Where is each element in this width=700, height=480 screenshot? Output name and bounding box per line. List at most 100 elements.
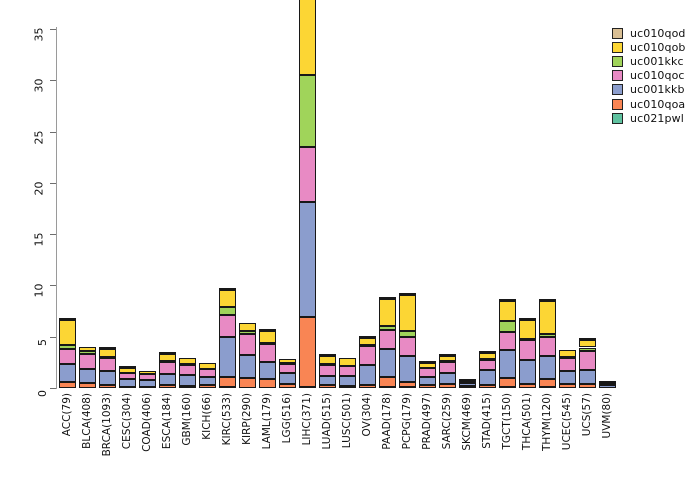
bar-uvm80[interactable] bbox=[598, 380, 616, 388]
bar-segment-uc010qoc[interactable] bbox=[438, 362, 456, 374]
bar-segment-uc001kkb[interactable] bbox=[538, 355, 556, 380]
bar-segment-uc010qoa[interactable] bbox=[318, 385, 336, 388]
legend-item-uc001kkb[interactable]: uc001kkb bbox=[612, 83, 698, 97]
bar-segment-uc010qoc[interactable] bbox=[278, 364, 296, 374]
bar-segment-uc001kkb[interactable] bbox=[138, 379, 156, 387]
bar-segment-uc010qob[interactable] bbox=[578, 339, 596, 348]
bar-segment-uc010qod[interactable] bbox=[318, 353, 336, 356]
bar-segment-uc001kkc[interactable] bbox=[58, 345, 76, 350]
bar-segment-uc010qoa[interactable] bbox=[378, 377, 396, 387]
bar-kirc533[interactable] bbox=[218, 287, 236, 388]
bar-segment-uc001kkc[interactable] bbox=[458, 379, 476, 382]
bar-segment-uc010qob[interactable] bbox=[158, 353, 176, 362]
bar-segment-uc010qob[interactable] bbox=[378, 299, 396, 326]
bar-segment-uc001kkb[interactable] bbox=[58, 364, 76, 383]
bar-segment-uc010qoa[interactable] bbox=[558, 384, 576, 388]
bar-segment-uc010qoc[interactable] bbox=[578, 351, 596, 371]
bar-segment-uc001kkc[interactable] bbox=[298, 75, 316, 147]
legend-item-uc010qoc[interactable]: uc010qoc bbox=[612, 69, 698, 83]
bar-segment-uc010qoc[interactable] bbox=[598, 382, 616, 385]
bar-segment-uc001kkb[interactable] bbox=[218, 336, 236, 378]
bar-segment-uc001kkb[interactable] bbox=[398, 356, 416, 382]
bar-segment-uc010qod[interactable] bbox=[578, 337, 596, 340]
bar-segment-uc001kkc[interactable] bbox=[378, 325, 396, 330]
bar-segment-uc001kkb[interactable] bbox=[338, 376, 356, 386]
bar-segment-uc010qob[interactable] bbox=[338, 358, 356, 366]
bar-thym120[interactable] bbox=[538, 299, 556, 388]
bar-segment-uc010qob[interactable] bbox=[98, 348, 116, 358]
bar-segment-uc010qob[interactable] bbox=[478, 352, 496, 360]
bar-segment-uc010qod[interactable] bbox=[58, 317, 76, 320]
bar-segment-uc001kkc[interactable] bbox=[538, 333, 556, 337]
legend-item-uc010qoa[interactable]: uc010qoa bbox=[612, 97, 698, 111]
bar-pcpg179[interactable] bbox=[398, 292, 416, 388]
bar-cesc304[interactable] bbox=[118, 366, 136, 388]
bar-prad497[interactable] bbox=[418, 360, 436, 388]
bar-segment-uc010qoa[interactable] bbox=[358, 384, 376, 388]
bar-segment-uc001kkb[interactable] bbox=[318, 375, 336, 386]
bar-segment-uc010qod[interactable] bbox=[498, 298, 516, 301]
bar-sarc259[interactable] bbox=[438, 353, 456, 388]
bar-segment-uc010qod[interactable] bbox=[478, 350, 496, 353]
bar-segment-uc010qoc[interactable] bbox=[178, 365, 196, 376]
bar-segment-uc010qoc[interactable] bbox=[318, 364, 336, 376]
bar-segment-uc010qod[interactable] bbox=[258, 328, 276, 331]
bar-segment-uc001kkb[interactable] bbox=[118, 379, 136, 387]
bar-segment-uc001kkb[interactable] bbox=[518, 360, 536, 384]
bar-segment-uc010qoa[interactable] bbox=[58, 382, 76, 388]
bar-segment-uc010qoc[interactable] bbox=[478, 360, 496, 371]
bar-segment-uc010qob[interactable] bbox=[58, 319, 76, 346]
bar-segment-uc010qoc[interactable] bbox=[158, 362, 176, 374]
bar-acc79[interactable] bbox=[58, 317, 76, 388]
bar-segment-uc010qob[interactable] bbox=[438, 355, 456, 362]
bar-segment-uc010qoa[interactable] bbox=[78, 383, 96, 388]
bar-segment-uc010qob[interactable] bbox=[538, 301, 556, 334]
bar-segment-uc010qoa[interactable] bbox=[438, 384, 456, 388]
bar-segment-uc010qod[interactable] bbox=[98, 346, 116, 349]
bar-segment-uc010qoa[interactable] bbox=[98, 384, 116, 388]
bar-segment-uc010qob[interactable] bbox=[178, 358, 196, 365]
bar-segment-uc010qoa[interactable] bbox=[478, 384, 496, 388]
bar-segment-uc001kkc[interactable] bbox=[398, 331, 416, 337]
bar-segment-uc001kkb[interactable] bbox=[258, 362, 276, 380]
bar-segment-uc010qod[interactable] bbox=[438, 353, 456, 356]
bar-segment-uc010qoc[interactable] bbox=[78, 354, 96, 370]
bar-segment-uc001kkb[interactable] bbox=[358, 364, 376, 385]
bar-segment-uc001kkb[interactable] bbox=[238, 355, 256, 379]
bar-laml179[interactable] bbox=[258, 328, 276, 388]
bar-segment-uc010qoc[interactable] bbox=[518, 340, 536, 361]
bar-segment-uc010qoc[interactable] bbox=[298, 146, 316, 203]
bar-segment-uc010qod[interactable] bbox=[118, 366, 136, 368]
bar-skcm469[interactable] bbox=[458, 379, 476, 388]
bar-ov304[interactable] bbox=[358, 335, 376, 388]
bar-segment-uc010qoc[interactable] bbox=[558, 357, 576, 371]
bar-segment-uc010qob[interactable] bbox=[118, 368, 136, 373]
bar-segment-uc010qod[interactable] bbox=[218, 287, 236, 290]
bar-segment-uc010qoa[interactable] bbox=[418, 385, 436, 388]
bar-segment-uc001kkc[interactable] bbox=[518, 338, 536, 341]
bar-segment-uc010qoc[interactable] bbox=[538, 336, 556, 356]
bar-segment-uc001kkb[interactable] bbox=[98, 370, 116, 385]
bar-segment-uc010qoc[interactable] bbox=[138, 374, 156, 380]
bar-segment-uc010qoa[interactable] bbox=[238, 378, 256, 388]
bar-segment-uc001kkb[interactable] bbox=[278, 373, 296, 384]
bar-segment-uc010qoc[interactable] bbox=[118, 373, 136, 380]
bar-segment-uc010qoa[interactable] bbox=[158, 384, 176, 388]
legend-item-uc021pwl[interactable]: uc021pwl bbox=[612, 111, 698, 125]
bar-segment-uc010qob[interactable] bbox=[358, 337, 376, 345]
bar-coad406[interactable] bbox=[138, 370, 156, 388]
legend-item-uc010qob[interactable]: uc010qob bbox=[612, 40, 698, 54]
bar-segment-uc010qoc[interactable] bbox=[218, 315, 236, 337]
bar-segment-uc001kkb[interactable] bbox=[438, 373, 456, 385]
bar-segment-uc010qoa[interactable] bbox=[198, 385, 216, 388]
bar-ucec545[interactable] bbox=[558, 350, 576, 388]
bar-segment-uc010qob[interactable] bbox=[258, 330, 276, 343]
bar-segment-uc010qob[interactable] bbox=[318, 355, 336, 365]
bar-segment-uc010qoc[interactable] bbox=[338, 366, 356, 377]
bar-segment-uc010qoa[interactable] bbox=[298, 317, 316, 387]
bar-segment-uc001kkb[interactable] bbox=[498, 349, 516, 378]
bar-segment-uc010qob[interactable] bbox=[298, 0, 316, 76]
bar-segment-uc010qod[interactable] bbox=[158, 351, 176, 354]
bar-segment-uc010qoc[interactable] bbox=[458, 381, 476, 384]
bar-segment-uc010qod[interactable] bbox=[378, 297, 396, 300]
